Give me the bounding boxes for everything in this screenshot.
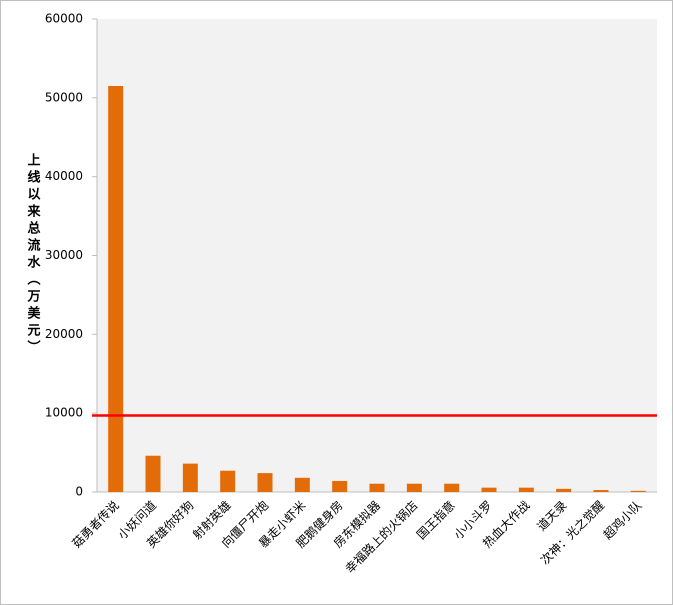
- y-tick-label: 40000: [45, 169, 83, 183]
- plot-area: [97, 19, 657, 492]
- bar: [406, 483, 422, 492]
- bar: [220, 470, 236, 492]
- y-tick-label: 0: [75, 485, 83, 499]
- bar: [145, 455, 161, 492]
- y-tick-label: 50000: [45, 90, 83, 104]
- y-axis-label: 上线以来总流水（万美元）: [25, 153, 42, 357]
- bar: [294, 477, 310, 492]
- bar: [108, 86, 124, 492]
- bar: [257, 473, 273, 492]
- bar: [630, 490, 646, 492]
- bar: [332, 480, 348, 492]
- bar: [444, 483, 460, 492]
- y-tick-label: 20000: [45, 327, 83, 341]
- y-tick-label: 30000: [45, 248, 83, 262]
- bar: [369, 483, 385, 492]
- y-tick-label: 60000: [45, 12, 83, 26]
- bar: [481, 487, 497, 492]
- y-tick-label: 10000: [45, 406, 83, 420]
- bar: [556, 488, 572, 492]
- bar: [593, 490, 609, 492]
- bar: [182, 463, 198, 492]
- bar: [518, 487, 534, 492]
